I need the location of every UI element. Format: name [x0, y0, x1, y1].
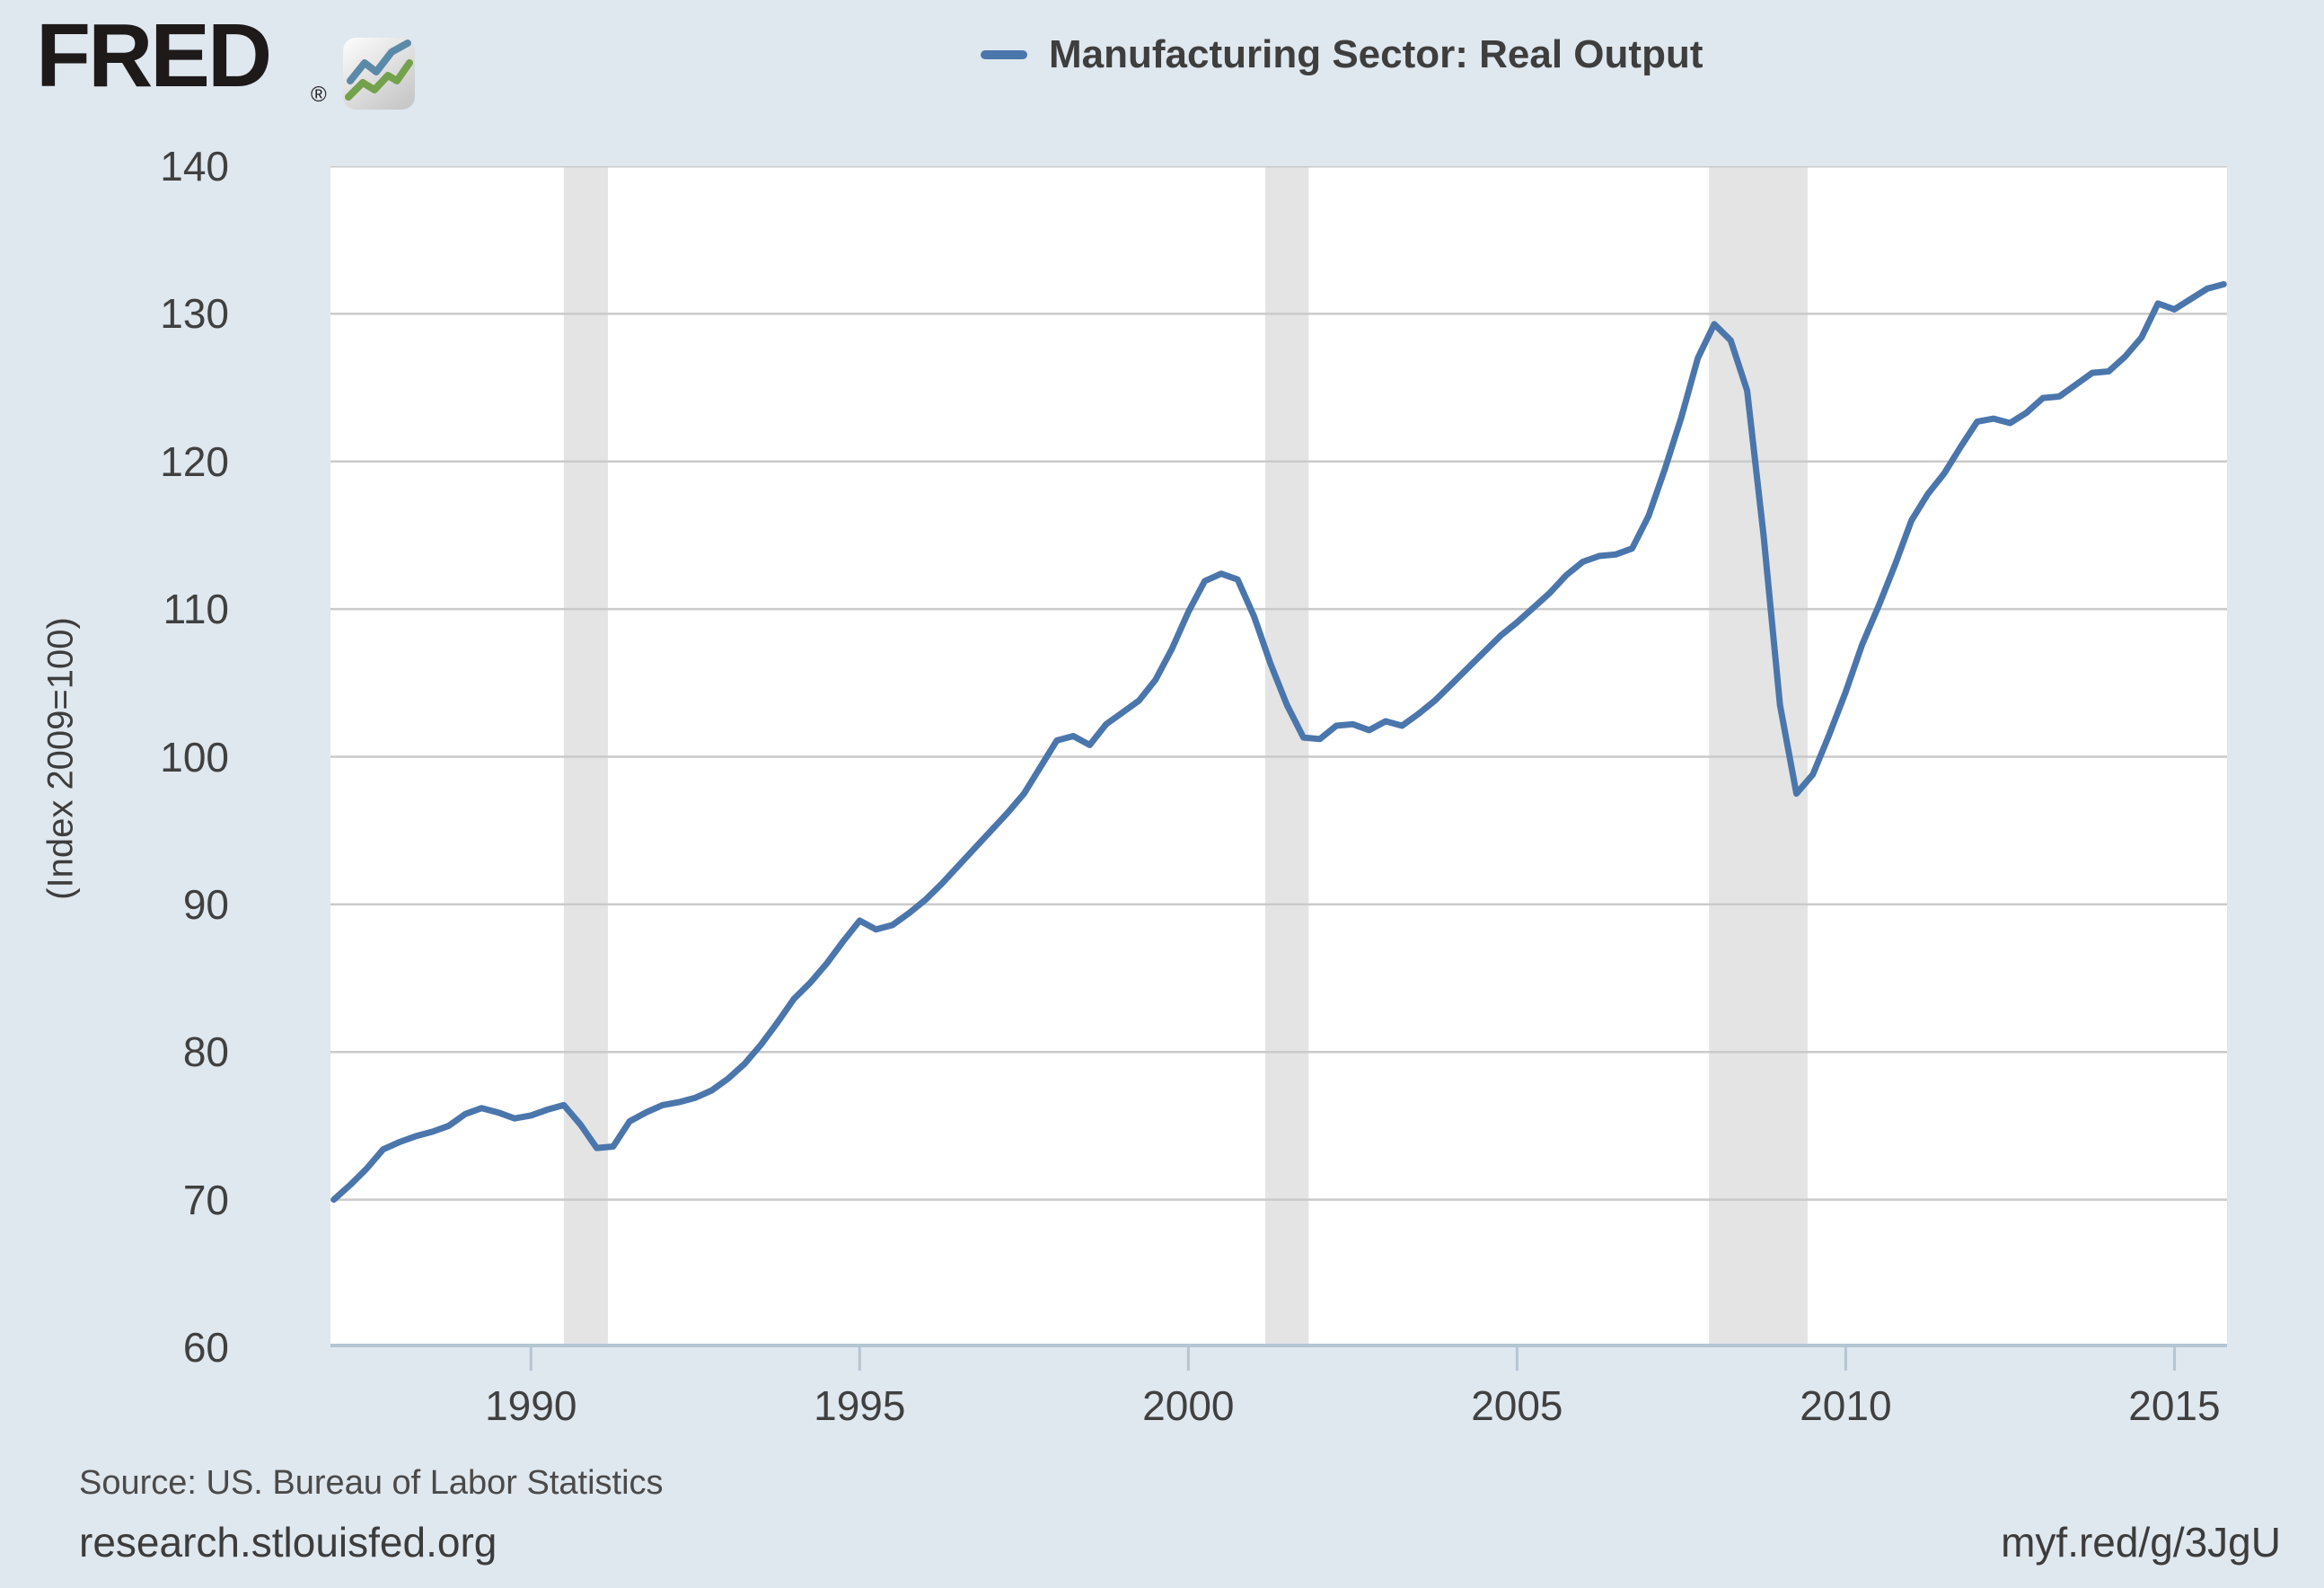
x-axis-label-2010: 2010	[1800, 1382, 1892, 1429]
y-axis-label-90: 90	[182, 880, 229, 928]
registered-trademark: ®	[311, 83, 327, 107]
legend-series-label: Manufacturing Sector: Real Output	[1049, 32, 1703, 76]
fred-logo-text: FRED	[36, 5, 272, 106]
x-axis-label-1990: 1990	[485, 1382, 577, 1429]
x-axis-label-1995: 1995	[814, 1382, 906, 1429]
site-url: research.stlouisfed.org	[79, 1519, 497, 1566]
x-axis-label-2015: 2015	[2128, 1382, 2221, 1429]
short-url: myf.red/g/3JgU	[2001, 1519, 2281, 1566]
legend-line-swatch	[981, 50, 1027, 59]
fred-chart-icon	[343, 38, 415, 110]
y-axis-label-120: 120	[160, 437, 229, 485]
y-axis-label-140: 140	[160, 143, 229, 190]
y-axis-label-130: 130	[160, 290, 229, 338]
y-axis-label-100: 100	[160, 733, 229, 781]
legend: Manufacturing Sector: Real Output	[981, 32, 1703, 77]
x-axis-label-2000: 2000	[1142, 1382, 1235, 1429]
series-line	[330, 281, 2227, 1204]
fred-logo: FRED ®	[36, 5, 415, 110]
x-axis-label-2005: 2005	[1471, 1382, 1563, 1429]
chart-plot-area	[330, 166, 2227, 1371]
y-axis-label-60: 60	[182, 1324, 229, 1371]
y-axis-label-70: 70	[182, 1176, 229, 1223]
y-axis-label-80: 80	[182, 1028, 229, 1076]
source-note: Source: US. Bureau of Labor Statistics	[79, 1464, 664, 1502]
y-axis-label-110: 110	[163, 586, 229, 633]
